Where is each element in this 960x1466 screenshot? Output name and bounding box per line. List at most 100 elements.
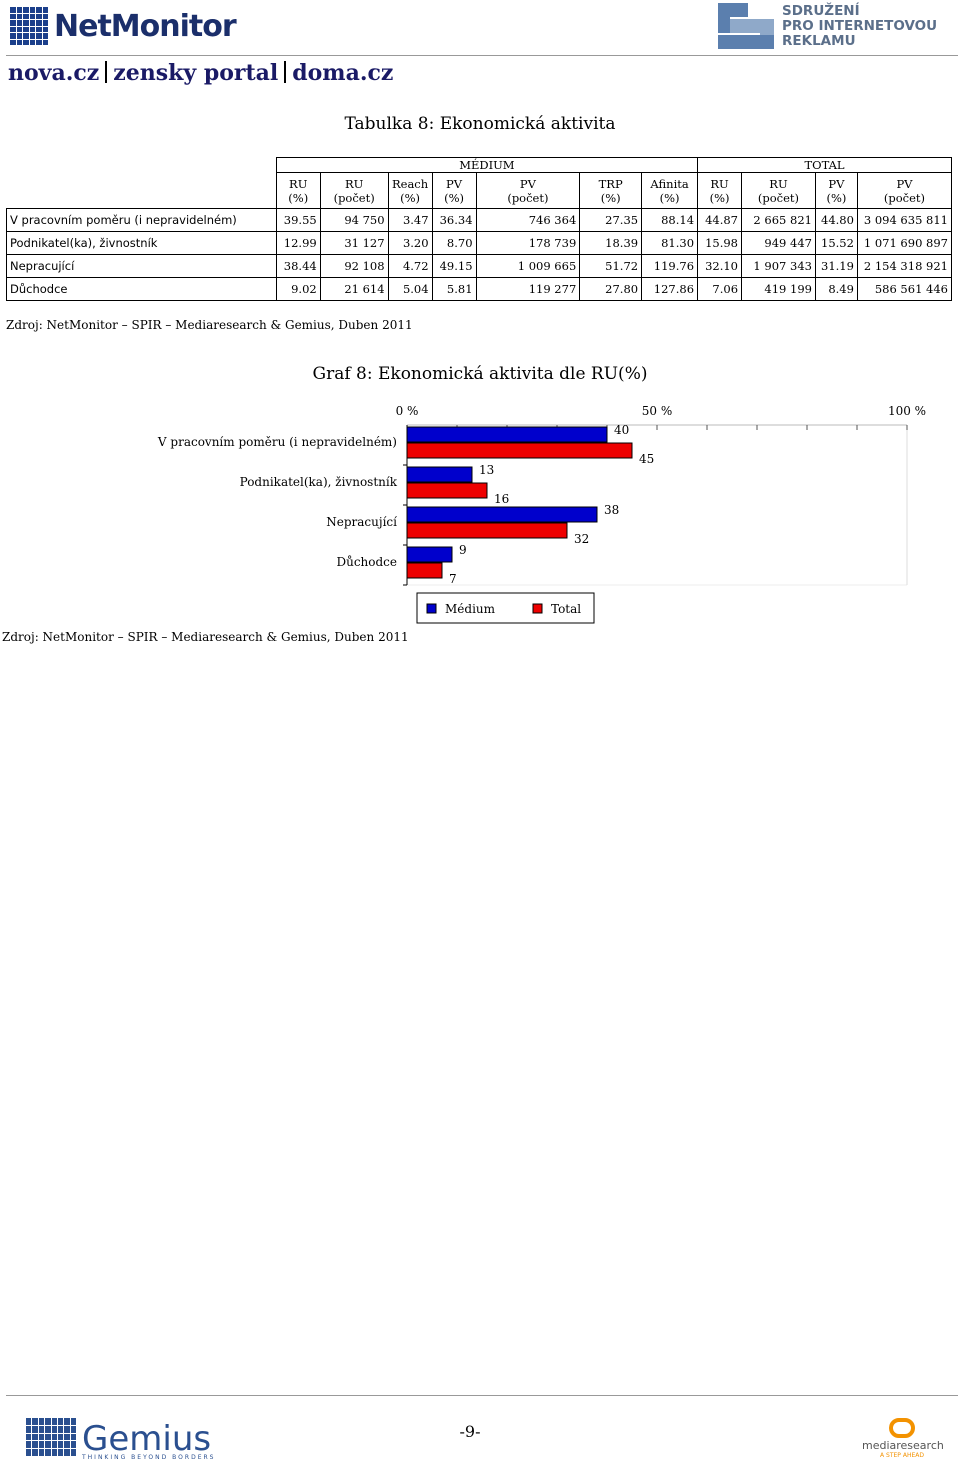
category-label: V pracovním poměru (i nepravidelném) [157,435,397,449]
column-header: PV (%) [431,172,477,209]
bar [406,466,473,483]
table-row: V pracovním poměru (i nepravidelném) 39.5… [6,208,953,232]
table-cell: 15.52 [814,231,858,255]
column-header-top: PV [446,176,463,191]
empty-header-cell [6,157,277,209]
data-label: 16 [494,492,509,506]
column-header: TRP (%) [579,172,643,209]
table-cell: 31.19 [814,254,858,278]
mediaresearch-logo-icon [889,1418,915,1438]
column-header-unit: (počet) [333,190,375,205]
data-label: 40 [614,423,629,437]
table-cell: 586 561 446 [856,277,953,301]
category-label: Podnikatel(ka), živnostník [240,475,398,489]
column-header: PV (počet) [475,172,581,209]
table-cell: 81.30 [641,231,699,255]
table-cell: 5.04 [387,277,433,301]
column-header-unit: (počet) [883,190,926,205]
table-cell: 5.81 [431,277,477,301]
bar [406,506,598,523]
chart-source: Zdroj: NetMonitor – SPIR – Mediaresearch… [2,630,409,644]
table-cell: 51.72 [579,254,643,278]
spir-logo-line: PRO INTERNETOVOU [782,17,938,34]
gemius-tagline: THINKING BEYOND BORDERS [82,1454,216,1461]
bar [406,546,453,563]
table-cell: 3.20 [387,231,433,255]
table-cell: 7.06 [697,277,743,301]
footer-divider [6,1395,958,1396]
table-cell: 419 199 [741,277,816,301]
table-cell: 8.49 [814,277,858,301]
site-name: nova.cz [8,60,100,86]
data-label: 38 [604,503,619,517]
legend-swatch [532,603,543,614]
table-cell: 4.72 [387,254,433,278]
table-cell: 32.10 [697,254,743,278]
gemius-logo: Gemius THINKING BEYOND BORDERS [26,1418,213,1461]
legend-label: Médium [445,602,496,616]
column-header-unit: (%) [826,190,847,205]
table-cell: 12.99 [275,231,321,255]
row-label: V pracovním poměru (i nepravidelném) [6,208,277,232]
table-cell: 3 094 635 811 [856,208,953,232]
column-header-top: PV [828,176,845,191]
mediaresearch-logo-text: mediaresearch [862,1439,944,1452]
column-header-top: PV [519,176,536,191]
column-header-unit: (%) [288,190,309,205]
row-label: Důchodce [6,277,277,301]
table-title: Tabulka 8: Ekonomická aktivita [344,114,616,134]
table-cell: 27.80 [579,277,643,301]
column-header: RU (%) [275,172,321,209]
bar [406,562,443,579]
table-cell: 31 127 [319,231,389,255]
column-header-unit: (%) [600,190,621,205]
bar-chart: 0 % 50 % 100 % V pracovním poměru (i neprav… [157,404,926,624]
table-source: Zdroj: NetMonitor – SPIR – Mediaresearch… [6,318,413,332]
column-header-top: Afinita [650,176,689,191]
data-label: 9 [459,543,467,557]
site-list: nova.cz zensky portal doma.cz [8,60,393,86]
table-cell: 2 665 821 [741,208,816,232]
legend-swatch [426,603,437,614]
table-row: Podnikatel(ka), živnostník 12.99 31 127 3.2… [6,231,953,255]
table-cell: 21 614 [319,277,389,301]
table-cell: 8.70 [431,231,477,255]
table-cell: 44.80 [814,208,858,232]
column-header-top: RU [710,176,729,191]
column-header-unit: (%) [444,190,464,205]
chart-title: Graf 8: Ekonomická aktivita dle RU(%) [312,364,648,384]
column-header: RU (počet) [319,172,389,209]
column-header-row: RU (%) RU (počet) Reach (%) PV (%) PV (počet) TRP(… [7,172,953,209]
column-header: Reach (%) [387,172,433,209]
data-table: MÉDIUM TOTAL RU (%) RU (počet) Reach (%) PV (%)… [6,157,953,301]
column-header-unit: (%) [659,190,680,205]
table-row: Nepracující 38.44 92 108 4.72 49.15 1 009 665… [6,254,953,278]
table-cell: 92 108 [319,254,389,278]
table-body: V pracovním poměru (i nepravidelném) 39.5… [6,208,953,301]
column-header-top: Reach [391,176,429,191]
header-divider [6,55,958,56]
row-label: Podnikatel(ka), živnostník [6,231,277,255]
spir-logo-line: REKLAMU [782,32,856,49]
mediaresearch-tagline: A STEP AHEAD [880,1452,924,1459]
table-cell: 38.44 [275,254,321,278]
column-header: PV (%) [814,172,858,209]
spir-logo-icon [718,3,774,49]
table-cell: 15.98 [697,231,743,255]
site-name: doma.cz [292,60,394,86]
gemius-logo-icon [26,1418,76,1456]
table-cell: 119 277 [475,277,581,301]
table-cell: 3.47 [387,208,433,232]
column-header-top: PV [896,176,913,191]
table-cell: 27.35 [579,208,643,232]
netmonitor-logo-icon [10,7,48,45]
legend-label: Total [551,602,581,616]
column-header-top: RU [344,176,364,191]
data-label: 45 [639,452,654,466]
table-cell: 49.15 [431,254,477,278]
group-header-medium: MÉDIUM [275,157,699,173]
table-cell: 2 154 318 921 [856,254,953,278]
column-header-unit: (počet) [757,190,800,205]
netmonitor-logo: NetMonitor [10,4,237,48]
mediaresearch-logo: mediaresearch A STEP AHEAD [862,1418,944,1464]
